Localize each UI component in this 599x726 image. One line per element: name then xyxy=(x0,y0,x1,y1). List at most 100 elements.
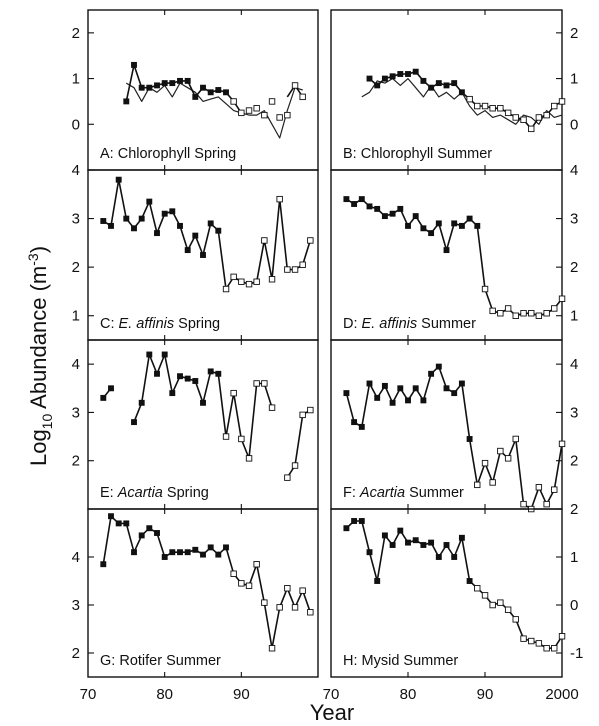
data-point-open xyxy=(558,295,566,302)
data-point-filled xyxy=(215,551,222,558)
panel-label-prefix: D: xyxy=(343,316,362,332)
data-point-open xyxy=(222,433,230,440)
x-tick-label: 80 xyxy=(156,686,173,703)
data-point-filled xyxy=(435,363,442,370)
y-axis-title-sub: 10 xyxy=(39,414,55,430)
data-point-filled xyxy=(123,215,130,222)
panel-A: 0 1 2 A: Chlorophyll Spring xyxy=(72,9,319,171)
data-point-open xyxy=(268,404,276,411)
data-point-filled xyxy=(177,222,183,229)
data-point-filled xyxy=(138,84,145,91)
data-point-open xyxy=(261,237,268,244)
panel-label-suffix: Chlorophyll Summer xyxy=(361,146,493,162)
panel-label-prefix: H: xyxy=(343,653,362,669)
x-tick-label: 80 xyxy=(400,686,417,703)
data-point-open xyxy=(520,635,527,642)
panels: 0 1 2 A: Chlorophyll Spring 0 1 2 B: Chlorophyl… xyxy=(72,9,583,703)
panel-label-italic: E. affinis xyxy=(119,316,175,332)
data-point-open xyxy=(481,102,489,110)
data-point-open xyxy=(284,474,291,481)
panel-frame xyxy=(330,508,563,678)
data-point-filled xyxy=(138,215,145,222)
data-point-open xyxy=(558,98,566,105)
data-point-filled xyxy=(200,399,206,406)
panel-label: G: Rotifer Summer xyxy=(100,653,221,669)
data-point-filled xyxy=(435,220,442,227)
y-tick-label: 2 xyxy=(570,25,578,42)
data-point-filled xyxy=(420,225,427,232)
data-point-open xyxy=(528,310,535,317)
data-point-filled xyxy=(428,84,435,91)
y-axis-title: Log10 Abundance (m-3) xyxy=(25,246,55,466)
data-point-open xyxy=(504,606,512,613)
y-axis-title-sup: -3 xyxy=(25,253,41,266)
data-point-filled xyxy=(200,252,206,258)
data-point-filled xyxy=(192,232,199,239)
data-point-filled xyxy=(412,68,419,75)
data-point-filled xyxy=(381,75,388,82)
y-tick-label: 1 xyxy=(570,549,578,566)
data-point-filled xyxy=(358,196,365,203)
data-point-filled xyxy=(351,419,358,426)
data-point-open xyxy=(474,102,481,110)
data-point-filled xyxy=(458,380,465,387)
data-point-filled xyxy=(351,518,358,524)
y-tick-label: 4 xyxy=(72,162,80,179)
panel-label: E: Acartia Spring xyxy=(100,485,209,501)
data-point-filled xyxy=(405,222,411,229)
data-point-filled xyxy=(154,530,160,536)
data-point-open xyxy=(512,435,519,443)
data-point-filled xyxy=(466,436,473,442)
data-point-open xyxy=(528,125,535,133)
y-tick-label: 2 xyxy=(72,25,80,42)
data-point-filled xyxy=(100,561,107,568)
data-point-filled xyxy=(108,385,114,392)
y-tick-label: 3 xyxy=(72,597,80,614)
data-point-filled xyxy=(381,532,388,539)
panel-frame xyxy=(87,339,319,510)
data-point-open xyxy=(291,82,299,89)
data-point-filled xyxy=(443,82,450,89)
data-point-open xyxy=(245,280,253,288)
x-axis-title: Year xyxy=(310,700,354,725)
data-point-filled xyxy=(397,527,404,534)
data-point-filled xyxy=(177,77,183,84)
panel-label-suffix: Summer xyxy=(417,316,476,332)
x-tick-label: 70 xyxy=(80,686,97,703)
data-point-open xyxy=(307,609,314,616)
data-point-filled xyxy=(207,89,214,96)
data-point-filled xyxy=(358,423,365,430)
data-point-filled xyxy=(169,80,176,87)
data-point-filled xyxy=(192,378,199,384)
data-point-open xyxy=(512,114,519,121)
y-tick-label: 1 xyxy=(570,308,578,325)
data-point-filled xyxy=(100,394,107,401)
data-point-filled xyxy=(215,87,222,93)
data-point-filled xyxy=(154,370,160,377)
data-point-open xyxy=(489,601,496,609)
data-point-filled xyxy=(146,84,153,91)
y-tick-label: 2 xyxy=(570,453,578,470)
data-point-filled xyxy=(451,220,458,227)
data-point-filled xyxy=(343,390,350,397)
data-point-open xyxy=(543,111,550,119)
data-point-open xyxy=(238,435,245,443)
x-tick-label: 70 xyxy=(323,686,340,703)
data-point-open xyxy=(222,285,230,293)
data-point-open xyxy=(489,105,496,112)
panel-label: B: Chlorophyll Summer xyxy=(343,146,492,162)
series-line xyxy=(102,178,312,290)
data-point-filled xyxy=(443,385,450,392)
y-tick-label: 4 xyxy=(72,549,80,566)
data-point-filled xyxy=(223,544,229,551)
data-point-filled xyxy=(397,385,404,392)
y-tick-label: -1 xyxy=(570,645,583,662)
data-point-open xyxy=(474,585,481,592)
data-point-filled xyxy=(389,210,396,217)
data-point-filled xyxy=(131,225,137,232)
data-point-filled xyxy=(115,176,122,183)
data-point-open xyxy=(551,486,558,493)
data-point-filled xyxy=(358,518,365,524)
data-point-open xyxy=(253,561,260,568)
data-point-filled xyxy=(428,370,435,377)
